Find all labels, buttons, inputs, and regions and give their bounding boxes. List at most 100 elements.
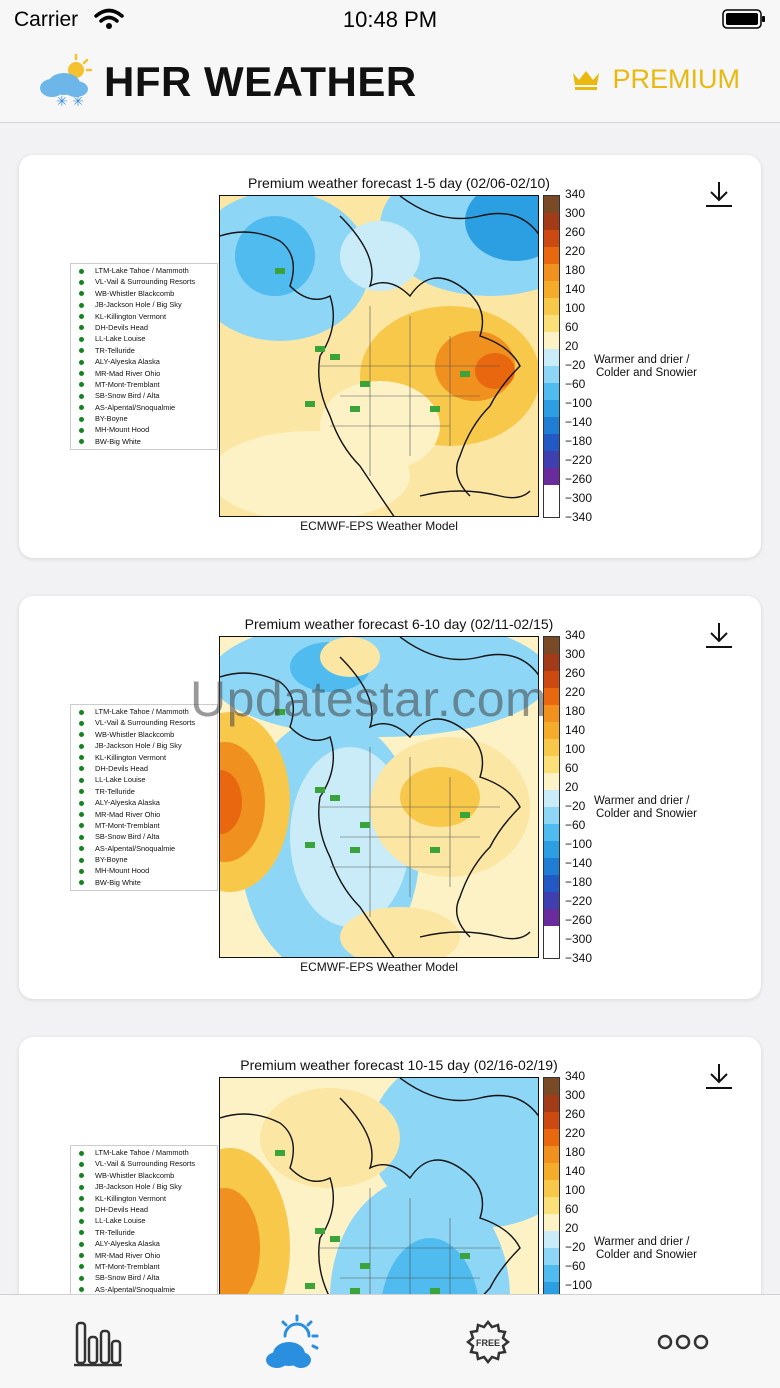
colorbar-swatch bbox=[544, 196, 559, 213]
resort-legend-item: VL-Vail & Surrounding Resorts bbox=[71, 717, 217, 728]
colorbar-swatch bbox=[544, 688, 559, 705]
resort-legend-item: LL-Lake Louise bbox=[71, 1215, 217, 1226]
resort-legend-item: AS-Alpental/Snoqualmie bbox=[71, 843, 217, 854]
status-bar: Carrier 10:48 PM bbox=[0, 0, 780, 40]
colorbar-swatch bbox=[544, 1197, 559, 1214]
colorbar-swatch bbox=[544, 722, 559, 739]
app-header: ✳ ✳ HFR WEATHER PREMIUM bbox=[0, 40, 780, 123]
colorbar-swatch bbox=[544, 909, 559, 926]
tab-weather[interactable] bbox=[195, 1295, 390, 1388]
colorbar bbox=[543, 195, 560, 518]
colorbar-tick: 180 bbox=[565, 1145, 586, 1159]
forecast-card[interactable]: Premium weather forecast 1-5 day (02/06-… bbox=[19, 155, 761, 558]
colorbar-swatch bbox=[544, 841, 559, 858]
annotation-line-1: Warmer and drier / bbox=[594, 1236, 690, 1248]
colorbar-tick: 180 bbox=[565, 704, 586, 718]
colorbar-swatch bbox=[544, 739, 559, 756]
colorbar-tick: −140 bbox=[565, 415, 593, 429]
colorbar-tick: 60 bbox=[565, 761, 579, 775]
colorbar-tick: 100 bbox=[565, 301, 586, 315]
weather-icon bbox=[265, 1314, 318, 1368]
colorbar-swatch bbox=[544, 1129, 559, 1146]
forecast-card[interactable]: Premium weather forecast 6-10 day (02/11… bbox=[19, 596, 761, 999]
colorbar-swatch bbox=[544, 349, 559, 366]
colorbar-swatch bbox=[544, 1282, 559, 1294]
colorbar-tick: −180 bbox=[565, 875, 593, 889]
premium-label: PREMIUM bbox=[612, 64, 741, 94]
colorbar-swatch bbox=[544, 858, 559, 875]
download-icon[interactable] bbox=[703, 1061, 735, 1093]
colorbar-tick: 300 bbox=[565, 206, 586, 220]
resort-legend-item: TR-Telluride bbox=[71, 345, 217, 356]
resort-legend-item: SB-Snow Bird / Alta bbox=[71, 1272, 217, 1283]
resort-legend-item: MT-Mont-Tremblant bbox=[71, 379, 217, 390]
colorbar-swatch bbox=[544, 1231, 559, 1248]
colorbar-tick: 220 bbox=[565, 244, 586, 258]
forecast-title: Premium weather forecast 6-10 day (02/11… bbox=[244, 616, 554, 632]
colorbar-tick: 340 bbox=[565, 187, 586, 201]
colorbar-tick: 60 bbox=[565, 1202, 579, 1216]
colorbar-tick: −20 bbox=[565, 358, 586, 372]
svg-text:✳ ✳: ✳ ✳ bbox=[56, 94, 84, 110]
colorbar-swatch bbox=[544, 468, 559, 485]
resort-legend-item: LTM-Lake Tahoe / Mammoth bbox=[71, 706, 217, 717]
resort-legend-item: DH-Devils Head bbox=[71, 1204, 217, 1215]
colorbar-swatch bbox=[544, 332, 559, 349]
forecast-card[interactable]: Premium weather forecast 10-15 day (02/1… bbox=[19, 1037, 761, 1294]
resort-legend-item: ALY-Alyeska Alaska bbox=[71, 356, 217, 367]
resort-legend-item: WB-Whistler Blackcomb bbox=[71, 1170, 217, 1181]
resort-legend-item: MR-Mad River Ohio bbox=[71, 368, 217, 379]
colorbar-tick: −60 bbox=[565, 818, 586, 832]
forecast-list[interactable]: Premium weather forecast 1-5 day (02/06-… bbox=[0, 123, 780, 1294]
resort-legend-item: KL-Killington Vermont bbox=[71, 311, 217, 322]
colorbar-tick: −60 bbox=[565, 377, 586, 391]
resort-legend-item: JB-Jackson Hole / Big Sky bbox=[71, 740, 217, 751]
temperature-anomaly-map bbox=[220, 196, 538, 516]
colorbar-tick: 180 bbox=[565, 263, 586, 277]
resort-legend-item: VL-Vail & Surrounding Resorts bbox=[71, 1158, 217, 1169]
wifi-icon bbox=[94, 8, 124, 29]
annotation-line-2: Colder and Snowier bbox=[596, 367, 698, 379]
resort-legend-item: MT-Mont-Tremblant bbox=[71, 1261, 217, 1272]
resort-legend-item: BW-Big White bbox=[71, 877, 217, 888]
tab-charts[interactable] bbox=[0, 1295, 195, 1388]
colorbar-swatch bbox=[544, 213, 559, 230]
colorbar-tick: 340 bbox=[565, 628, 586, 642]
colorbar-annotation: Warmer and drier / Colder and Snowier bbox=[594, 354, 697, 380]
colorbar bbox=[543, 636, 560, 959]
download-icon[interactable] bbox=[703, 179, 735, 211]
colorbar-swatch bbox=[544, 790, 559, 807]
clock: 10:48 PM bbox=[342, 7, 438, 32]
temperature-anomaly-map bbox=[220, 1078, 538, 1294]
resort-legend-item: WB-Whistler Blackcomb bbox=[71, 729, 217, 740]
resort-legend-item: MR-Mad River Ohio bbox=[71, 1250, 217, 1261]
crown-icon bbox=[572, 70, 599, 90]
tab-more[interactable] bbox=[585, 1295, 780, 1388]
colorbar bbox=[543, 1077, 560, 1294]
colorbar-swatch bbox=[544, 1214, 559, 1231]
colorbar-swatch bbox=[544, 1248, 559, 1265]
colorbar-swatch bbox=[544, 875, 559, 892]
colorbar-swatch bbox=[544, 247, 559, 264]
colorbar-tick: −300 bbox=[565, 491, 593, 505]
tab-bar: FREE bbox=[0, 1294, 780, 1388]
download-icon[interactable] bbox=[703, 620, 735, 652]
premium-button[interactable]: PREMIUM bbox=[571, 64, 741, 95]
colorbar-swatch bbox=[544, 1163, 559, 1180]
resort-legend-item: ALY-Alyeska Alaska bbox=[71, 797, 217, 808]
resort-legend-item: JB-Jackson Hole / Big Sky bbox=[71, 1181, 217, 1192]
colorbar-tick: 60 bbox=[565, 320, 579, 334]
resort-legend-item: VL-Vail & Surrounding Resorts bbox=[71, 276, 217, 287]
resort-legend-item: BW-Big White bbox=[71, 436, 217, 447]
colorbar-tick: 300 bbox=[565, 647, 586, 661]
app-title: HFR WEATHER bbox=[104, 58, 417, 105]
colorbar-tick: −20 bbox=[565, 1240, 586, 1254]
free-badge-label: FREE bbox=[475, 1338, 499, 1348]
colorbar-tick: −100 bbox=[565, 837, 593, 851]
colorbar-swatch bbox=[544, 807, 559, 824]
colorbar-swatch bbox=[544, 451, 559, 468]
resort-legend: LTM-Lake Tahoe / Mammoth VL-Vail & Surrou… bbox=[70, 263, 218, 451]
colorbar-swatch bbox=[544, 705, 559, 722]
tab-free[interactable]: FREE bbox=[390, 1295, 585, 1388]
colorbar-tick: −260 bbox=[565, 472, 593, 486]
